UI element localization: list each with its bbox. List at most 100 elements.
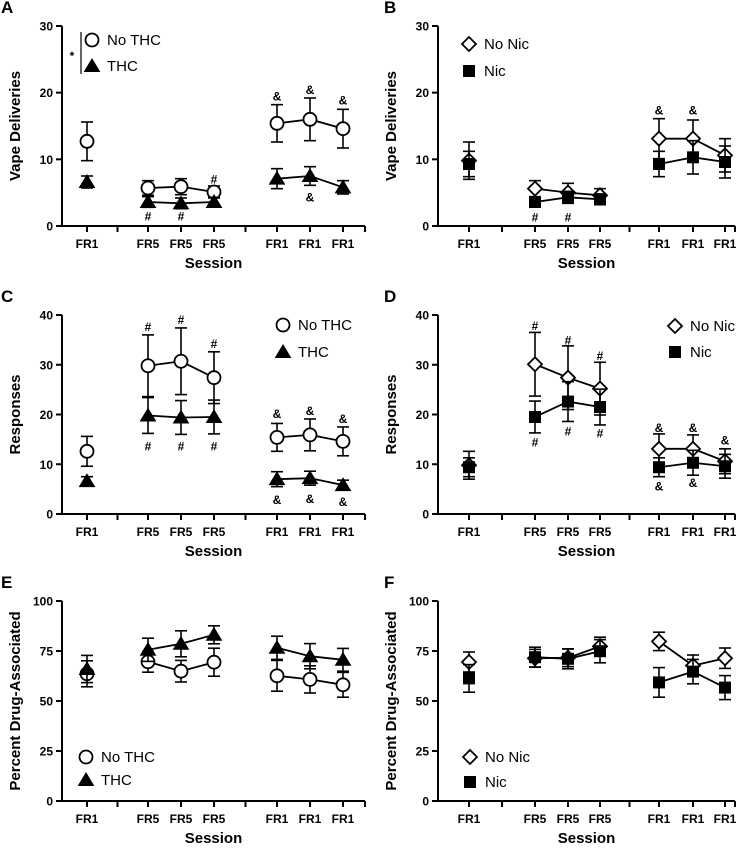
panel-c-significance-mark: # [211,337,218,351]
panel-c-significance-mark: # [145,439,152,453]
panel-d-significance-mark: # [532,435,539,449]
panel-c-series-2-marker [172,409,190,424]
panel-b-legend-label: Nic [484,63,506,80]
panel-f-x-title: Session [558,830,616,847]
panel-c-significance-mark: & [306,404,315,418]
panel-c-significance-mark: & [306,492,315,506]
panel-c-series-2-marker [334,477,352,492]
panel-f-x-tick-label: FR5 [557,812,580,826]
panel-a-series-1-marker [173,179,189,195]
panel-c-significance-mark: # [211,439,218,453]
panel-a-legend-marker [83,58,101,72]
panel-b-x-title: Session [558,255,616,272]
panel-e-legend-marker [77,772,95,786]
panel-f-y-tick-label: 50 [416,695,430,709]
panel-d-significance-mark: # [565,424,572,438]
panel-c-series-2-marker [301,470,319,485]
panel-b-significance-mark: & [655,104,664,118]
panel-a-series-1-marker [269,115,285,131]
panel-b-legend-marker [463,65,475,77]
panel-e-series-1-marker [206,654,222,670]
panel-e-x-title: Session [185,830,243,847]
panel-d-x-tick-label: FR5 [589,525,612,539]
panel-c-series-2-marker [268,471,286,486]
panel-d-significance-mark: # [532,319,539,333]
panel-f-legend-label: No Nic [485,749,531,766]
panel-b-series-2-marker [719,156,731,168]
panel-e-series-2-marker [205,626,223,641]
panel-f-series-2-marker [653,676,665,689]
panel-d-x-tick-label: FR1 [648,525,671,539]
panel-b-significance-mark: & [689,104,698,118]
panel-c-x-tick-label: FR5 [170,525,193,539]
panel-f-x-tick-label: FR5 [524,812,547,826]
panel-a-significance-mark: # [211,172,218,186]
panel-c-x-tick-label: FR1 [76,525,99,539]
panel-e-x-tick-label: FR1 [332,812,355,826]
panel-a-series-1-marker [335,121,351,137]
panel-c-x-tick-label: FR5 [203,525,226,539]
panel-a-x-tick-label: FR5 [137,237,160,251]
panel-d-legend-label: No Nic [690,318,736,335]
panel-c-significance-mark: & [339,412,348,426]
panel-b-y-title: Vape Deliveries [383,71,400,181]
panel-d-significance-mark: # [597,349,604,363]
panel-a-x-tick-label: FR1 [266,237,289,251]
panel-b-series-2-marker [463,158,475,170]
panel-b-series-2-marker [562,191,574,204]
panel-a-legend-label: No THC [107,32,161,49]
panel-a-legend-label: THC [107,58,138,75]
panel-c-significance-mark: & [273,407,282,421]
panel-a-series-2-marker [172,195,190,210]
panel-a-series-2-marker [268,170,286,185]
panel-e-x-tick-label: FR5 [203,812,226,826]
panel-f-x-tick-label: FR1 [682,812,705,826]
panel-c-legend-marker [275,317,291,333]
panel-c-series-1-marker [206,370,222,386]
panel-c-significance-mark: # [178,313,185,327]
panel-e-series-2-marker [268,639,286,654]
panel-d-significance-mark: & [689,421,698,435]
panel-e-y-tick-label: 100 [33,595,53,609]
panel-d-y-tick-label: 20 [416,408,430,422]
panel-f-series-2-marker [562,652,574,665]
panel-e-y-tick-label: 50 [40,695,54,709]
panel-d-series-2-marker [594,401,606,414]
panel-d-y-tick-label: 30 [416,358,430,372]
panel-f-series-2-marker [463,672,475,685]
panel-c-letter: C [1,287,13,306]
panel-a-significance-mark: & [306,83,315,97]
panel-a-series-1-marker [79,133,95,149]
panel-f-x-tick-label: FR1 [648,812,671,826]
panel-d-legend-marker [666,317,684,335]
panel-d-y-tick-label: 10 [416,458,430,472]
panel-c-x-tick-label: FR1 [332,525,355,539]
panel-b-letter: B [384,0,396,17]
panel-e-legend-marker [78,749,94,765]
panel-f-y-tick-label: 75 [416,645,430,659]
panel-e-series-2-marker [139,641,157,656]
panel-d-significance-mark: & [655,480,664,494]
panel-d-y-tick-label: 40 [416,309,430,323]
panel-a-significance-mark: & [339,94,348,108]
panel-d-series-2-marker [687,456,699,469]
panel-e-series-2-marker [172,635,190,650]
panel-d-series-1-marker [650,440,668,458]
panel-f-y-tick-label: 0 [422,795,429,809]
panel-d-x-tick-label: FR5 [557,525,580,539]
panel-b-y-tick-label: 20 [416,86,430,100]
panel-a-legend-marker [84,32,100,48]
panel-f-x-tick-label: FR5 [589,812,612,826]
panel-d-y-title: Responses [383,374,400,454]
panel-a-y-tick-label: 10 [40,153,54,167]
panel-d-series-2-marker [719,460,731,473]
panel-a-series-1-marker [302,111,318,127]
panel-f-legend-marker [461,748,479,766]
panel-a-x-title: Session [185,255,243,272]
panel-e-x-tick-label: FR5 [137,812,160,826]
panel-e-x-tick-label: FR1 [76,812,99,826]
panel-c-significance-mark: # [178,439,185,453]
panel-f-y-tick-label: 25 [416,745,430,759]
panel-f-x-tick-label: FR1 [458,812,481,826]
panel-b-x-tick-label: FR1 [714,237,737,251]
